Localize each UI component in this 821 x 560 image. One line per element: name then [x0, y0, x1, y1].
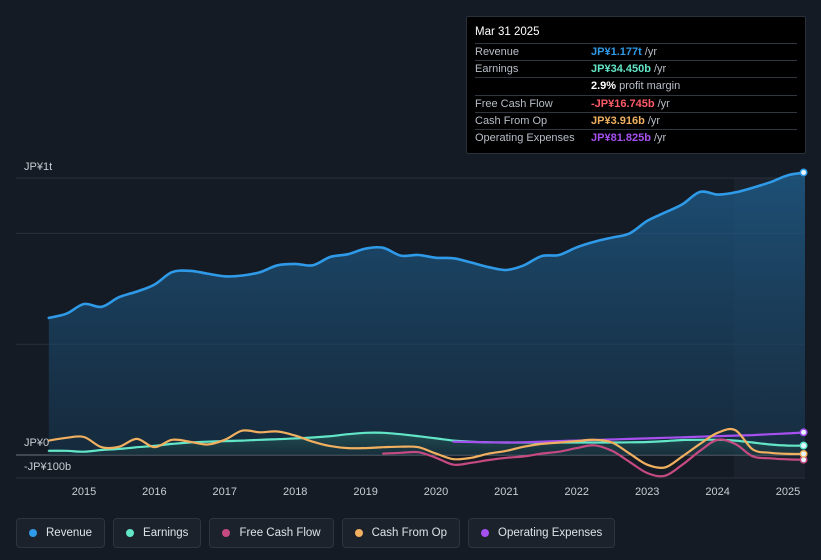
tooltip-unit: /yr: [653, 131, 667, 144]
legend-dot-icon: [126, 529, 135, 537]
tooltip-value: JP¥1.177t: [591, 46, 642, 58]
chart-legend: Revenue Earnings Free Cash Flow Cash Fro…: [16, 518, 616, 548]
x-axis-label: 2024: [705, 486, 729, 498]
tooltip-unit: /yr: [653, 63, 667, 76]
tooltip-label: Earnings: [475, 63, 519, 76]
legend-dot-icon: [222, 529, 231, 537]
tooltip-row-earnings: Earnings JP¥34.450b /yr: [475, 61, 797, 79]
x-axis-label: 2023: [635, 486, 659, 498]
operating-expenses-line: [452, 431, 805, 444]
tooltip-label: Operating Expenses: [475, 131, 575, 144]
tooltip-unit: /yr: [657, 97, 670, 110]
tooltip-value: JP¥34.450b: [591, 63, 651, 76]
legend-dot-icon: [354, 529, 363, 537]
tooltip-value: JP¥3.916b: [591, 114, 645, 127]
earnings-area: [48, 432, 805, 455]
series-layer: [47, 171, 805, 478]
tooltip-panel: Mar 31 2025 Revenue JP¥1.177t /yr Earnin…: [466, 16, 806, 154]
tooltip-unit: /yr: [647, 114, 661, 127]
x-axis-label: 2015: [72, 486, 96, 498]
tooltip-row-profit-margin: 2.9% profit margin: [475, 78, 797, 96]
tooltip-unit: profit margin: [619, 80, 681, 93]
legend-dot-icon: [29, 529, 37, 537]
legend-label: Revenue: [46, 527, 93, 539]
earnings-endpoint: [799, 441, 808, 450]
x-axis-labels: 2015 2016 2017 2018 2019 2020 2021 2022 2023 2024…: [72, 486, 800, 498]
legend-dot-icon: [481, 529, 490, 537]
legend-label: Free Cash Flow: [239, 527, 321, 539]
revenue-line: [47, 171, 805, 320]
cash-from-op-endpoint: [799, 449, 808, 458]
operating-expenses-endpoint: [799, 428, 808, 437]
legend-item-revenue[interactable]: Revenue: [16, 518, 106, 548]
series-endpoints: [799, 168, 808, 464]
x-axis-label: 2016: [142, 486, 166, 498]
legend-item-free-cash-flow[interactable]: Free Cash Flow: [209, 518, 334, 548]
tooltip-row-revenue: Revenue JP¥1.177t /yr: [475, 44, 797, 62]
cash-from-op-line: [47, 427, 805, 470]
tooltip-label: Cash From Op: [475, 114, 548, 127]
tooltip-value: 2.9%: [591, 80, 617, 93]
tooltip-label: Free Cash Flow: [475, 97, 553, 110]
revenue-endpoint: [799, 168, 808, 177]
free-cash-flow-line: [382, 438, 805, 478]
legend-item-earnings[interactable]: Earnings: [113, 518, 202, 548]
tooltip-row-operating-expenses: Operating Expenses JP¥81.825b /yr: [475, 130, 797, 147]
y-axis-label: JP¥1t: [24, 161, 52, 173]
y-axis-label: JP¥0: [24, 437, 49, 449]
tooltip-unit: /yr: [644, 46, 657, 58]
x-axis-label: 2020: [424, 486, 448, 498]
tooltip-date: Mar 31 2025: [475, 24, 797, 44]
x-axis-label: 2022: [565, 486, 589, 498]
legend-label: Earnings: [143, 527, 189, 539]
revenue-area: [48, 172, 805, 455]
legend-label: Operating Expenses: [498, 527, 603, 539]
x-axis-label: 2019: [353, 486, 377, 498]
y-axis-label: -JP¥100b: [24, 461, 71, 473]
x-axis-label: 2017: [213, 486, 237, 498]
x-axis-label: 2018: [283, 486, 307, 498]
tooltip-label: Revenue: [475, 46, 520, 58]
x-axis-label: 2021: [494, 486, 518, 498]
tooltip-row-cash-from-op: Cash From Op JP¥3.916b /yr: [475, 113, 797, 130]
legend-item-cash-from-op[interactable]: Cash From Op: [341, 518, 461, 548]
tooltip-value: -JP¥16.745b: [591, 97, 655, 110]
x-axis-label: 2025: [776, 486, 800, 498]
tooltip-label: [475, 78, 591, 94]
y-axis-labels: JP¥1t JP¥0 -JP¥100b: [24, 161, 71, 473]
legend-label: Cash From Op: [371, 527, 448, 539]
earnings-line: [47, 431, 805, 453]
tooltip-row-free-cash-flow: Free Cash Flow -JP¥16.745b /yr: [475, 96, 797, 113]
legend-item-operating-expenses[interactable]: Operating Expenses: [468, 518, 616, 548]
tooltip-value: JP¥81.825b: [591, 131, 651, 144]
